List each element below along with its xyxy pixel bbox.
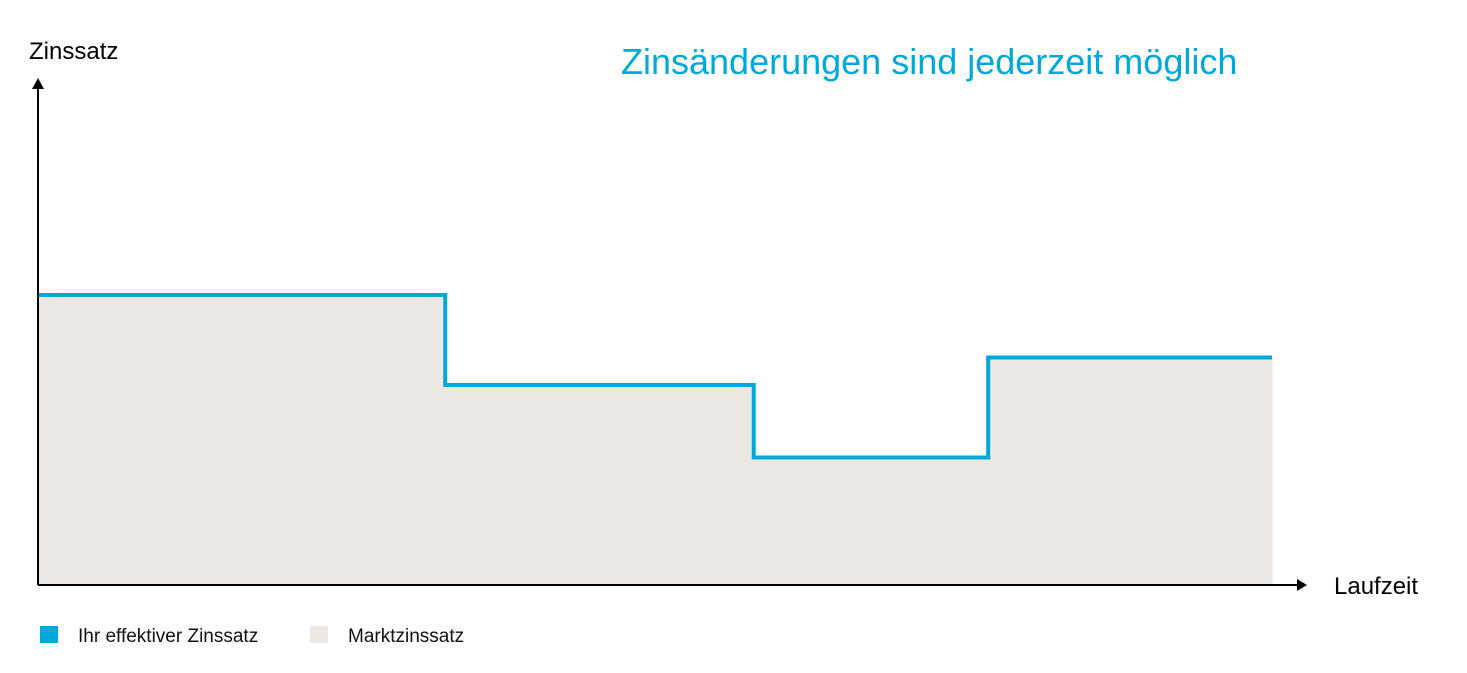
y-axis-label: Zinssatz [29, 38, 118, 65]
effective-rate-step-line [38, 293, 1272, 460]
market-rate-area-segment [753, 457, 989, 585]
market-rate-area-segment [988, 357, 1273, 585]
effective-rate-line-layer [38, 293, 1272, 460]
x-axis-arrow [1297, 579, 1307, 591]
legend-swatch-effective-rate [40, 626, 58, 643]
legend-label-effective-rate: Ihr effektiver Zinssatz [78, 626, 258, 647]
legend-swatch-market-rate [310, 626, 328, 643]
market-rate-area-segment [38, 295, 446, 585]
market-rate-area-layer [38, 295, 1273, 585]
y-axis-arrow [32, 78, 44, 89]
market-rate-area-segment [445, 385, 755, 585]
x-axis-label: Laufzeit [1334, 573, 1418, 600]
chart-title: Zinsänderungen sind jederzeit möglich [621, 41, 1237, 82]
legend-label-market-rate: Marktzinssatz [348, 626, 464, 647]
